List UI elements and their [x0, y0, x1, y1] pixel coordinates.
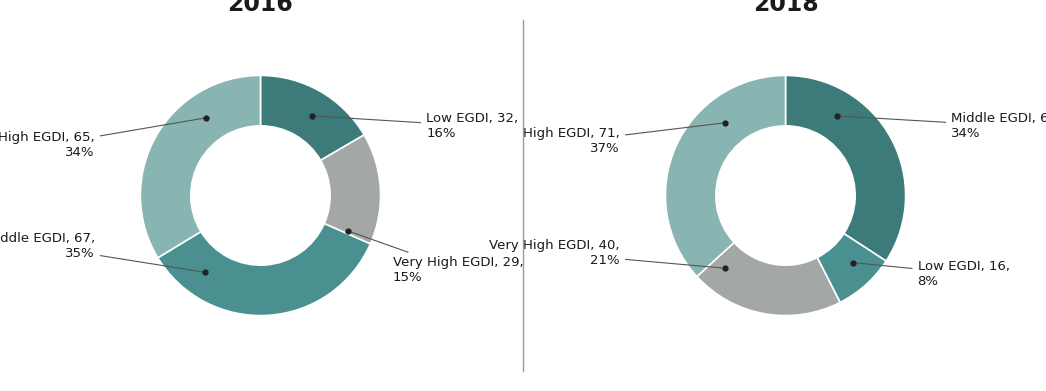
Text: Low EGDI, 16,
8%: Low EGDI, 16, 8% — [856, 260, 1009, 287]
Text: Middle EGDI, 66,
34%: Middle EGDI, 66, 34% — [840, 112, 1046, 140]
Wedge shape — [140, 75, 260, 258]
Wedge shape — [665, 75, 786, 276]
Wedge shape — [817, 233, 886, 303]
Text: Low EGDI, 32,
16%: Low EGDI, 32, 16% — [315, 112, 519, 140]
Text: Very High EGDI, 40,
21%: Very High EGDI, 40, 21% — [490, 239, 722, 268]
Wedge shape — [786, 75, 906, 261]
Title: 2016: 2016 — [228, 0, 293, 16]
Wedge shape — [697, 242, 840, 316]
Text: Very High EGDI, 29,
15%: Very High EGDI, 29, 15% — [351, 232, 523, 284]
Text: High EGDI, 65,
34%: High EGDI, 65, 34% — [0, 118, 203, 159]
Wedge shape — [321, 135, 381, 244]
Title: 2018: 2018 — [753, 0, 818, 16]
Text: High EGDI, 71,
37%: High EGDI, 71, 37% — [523, 123, 722, 156]
Wedge shape — [260, 75, 364, 160]
Wedge shape — [158, 224, 370, 316]
Text: Middle EGDI, 67,
35%: Middle EGDI, 67, 35% — [0, 232, 202, 272]
